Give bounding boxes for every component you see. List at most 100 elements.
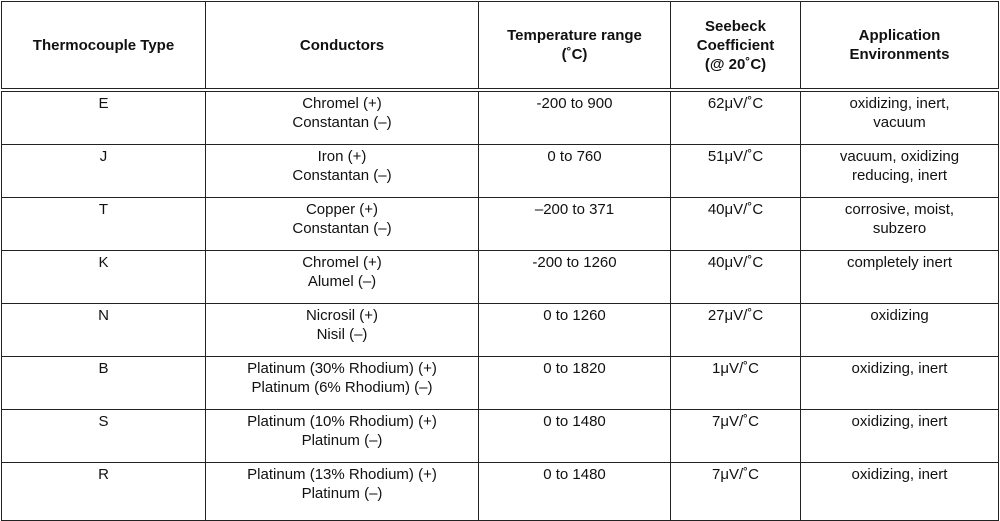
cell-line: oxidizing, inert, xyxy=(849,95,950,112)
cell-line: K xyxy=(98,254,109,271)
cell-line: corrosive, moist, xyxy=(844,201,955,218)
cell-line: oxidizing, inert xyxy=(851,360,948,377)
cell-line: B xyxy=(98,360,109,377)
cell-line: 0 to 1480 xyxy=(543,413,606,430)
cell-line: (˚C) xyxy=(561,46,588,63)
cell-line: Platinum (6% Rhodium) (–) xyxy=(251,379,433,396)
cell-line: 51μV/˚C xyxy=(707,148,764,165)
header-cell: Thermocouple Type xyxy=(1,1,206,92)
table-cell: 51μV/˚C xyxy=(670,144,801,198)
cell-line: Platinum (30% Rhodium) (+) xyxy=(247,360,437,377)
cell-line: Platinum (10% Rhodium) (+) xyxy=(247,413,437,430)
cell-line: Temperature range xyxy=(507,27,642,44)
table-cell: oxidizing, inert, vacuum xyxy=(800,89,999,145)
table-cell: B xyxy=(1,356,206,410)
cell-line: -200 to 900 xyxy=(536,95,613,112)
cell-line: 0 to 1820 xyxy=(543,360,606,377)
cell-line: 27μV/˚C xyxy=(707,307,764,324)
cell-line: T xyxy=(98,201,109,218)
cell-line: -200 to 1260 xyxy=(532,254,617,271)
table-cell: K xyxy=(1,250,206,304)
table-cell: -200 to 900 xyxy=(478,89,671,145)
cell-line: Copper (+) xyxy=(305,201,379,218)
cell-line: vacuum, oxidizing xyxy=(839,148,960,165)
cell-line: subzero xyxy=(872,220,927,237)
table-row: R Platinum (13% Rhodium) (+) Platinum (–) 0… xyxy=(1,462,999,521)
cell-line: 7μV/˚C xyxy=(712,413,759,430)
cell-line: Environments xyxy=(849,46,950,63)
table-header: Thermocouple Type Conductors Temperature r… xyxy=(1,1,999,92)
cell-line: vacuum xyxy=(873,114,926,131)
table-cell: corrosive, moist, subzero xyxy=(800,197,999,251)
table-cell: N xyxy=(1,303,206,357)
table-cell: 0 to 760 xyxy=(478,144,671,198)
cell-line: Constantan (–) xyxy=(292,220,392,237)
table-cell: 27μV/˚C xyxy=(670,303,801,357)
table-row: T Copper (+) Constantan (–) –200 to 371 40μV… xyxy=(1,197,999,251)
table-row: E Chromel (+) Constantan (–) -200 to 900 62μ… xyxy=(1,89,999,145)
table-cell: Iron (+) Constantan (–) xyxy=(205,144,479,198)
table-cell: 40μV/˚C xyxy=(670,197,801,251)
table-cell: Copper (+) Constantan (–) xyxy=(205,197,479,251)
cell-line: 0 to 760 xyxy=(547,148,602,165)
cell-line: 40μV/˚C xyxy=(707,201,764,218)
header-cell: Application Environments xyxy=(800,1,999,92)
table-cell: 40μV/˚C xyxy=(670,250,801,304)
cell-line: 0 to 1480 xyxy=(543,466,606,483)
cell-line: Conductors xyxy=(299,36,385,54)
cell-line: Chromel (+) xyxy=(302,95,382,112)
table-cell: R xyxy=(1,462,206,521)
header-row: Thermocouple Type Conductors Temperature r… xyxy=(1,1,999,92)
cell-line: 0 to 1260 xyxy=(543,307,606,324)
table-cell: Platinum (30% Rhodium) (+) Platinum (6% R… xyxy=(205,356,479,410)
table-cell: T xyxy=(1,197,206,251)
table-cell: Chromel (+) Constantan (–) xyxy=(205,89,479,145)
cell-line: reducing, inert xyxy=(851,167,948,184)
table-cell: 0 to 1820 xyxy=(478,356,671,410)
cell-line: Nicrosil (+) xyxy=(305,307,379,324)
cell-line: Nisil (–) xyxy=(316,326,368,343)
table-cell: vacuum, oxidizing reducing, inert xyxy=(800,144,999,198)
table-cell: oxidizing, inert xyxy=(800,462,999,521)
cell-line: Iron (+) xyxy=(317,148,367,165)
cell-line: 1μV/˚C xyxy=(712,360,759,377)
table-cell: E xyxy=(1,89,206,145)
table-cell: Chromel (+) Alumel (–) xyxy=(205,250,479,304)
cell-line: Platinum (–) xyxy=(301,432,383,449)
table-cell: 0 to 1260 xyxy=(478,303,671,357)
table-cell: 1μV/˚C xyxy=(670,356,801,410)
cell-line: completely inert xyxy=(846,254,953,271)
table-cell: 7μV/˚C xyxy=(670,409,801,463)
table-cell: Nicrosil (+) Nisil (–) xyxy=(205,303,479,357)
table-cell: 0 to 1480 xyxy=(478,462,671,521)
cell-line: R xyxy=(98,466,109,483)
cell-line: Thermocouple Type xyxy=(32,36,175,54)
cell-line: Coefficient xyxy=(696,36,775,54)
cell-line: Seebeck xyxy=(705,17,766,35)
header-cell: Seebeck Coefficient (@ 20˚C) xyxy=(670,1,801,92)
table-cell: Platinum (10% Rhodium) (+) Platinum (–) xyxy=(205,409,479,463)
table-row: J Iron (+) Constantan (–) 0 to 760 51μV/˚C va… xyxy=(1,144,999,198)
cell-line: Alumel (–) xyxy=(307,273,377,290)
cell-line: 62μV/˚C xyxy=(707,95,764,112)
table-cell: oxidizing, inert xyxy=(800,409,999,463)
cell-line: 7μV/˚C xyxy=(712,466,759,483)
table-row: B Platinum (30% Rhodium) (+) Platinum (6% … xyxy=(1,356,999,410)
cell-line: J xyxy=(99,148,108,165)
cell-line: oxidizing xyxy=(870,307,929,324)
table-row: N Nicrosil (+) Nisil (–) 0 to 1260 27μV/˚C ox… xyxy=(1,303,999,357)
cell-line: Platinum (13% Rhodium) (+) xyxy=(247,466,437,483)
cell-line: Application xyxy=(858,27,941,44)
cell-line: Constantan (–) xyxy=(292,114,392,131)
cell-line: 40μV/˚C xyxy=(707,254,764,271)
table-cell: 7μV/˚C xyxy=(670,462,801,521)
table-cell: -200 to 1260 xyxy=(478,250,671,304)
cell-line: S xyxy=(98,413,109,430)
header-cell: Temperature range (˚C) xyxy=(478,1,671,92)
cell-line: Constantan (–) xyxy=(292,167,392,184)
table-cell: completely inert xyxy=(800,250,999,304)
cell-line: E xyxy=(98,95,109,112)
table-cell: 62μV/˚C xyxy=(670,89,801,145)
